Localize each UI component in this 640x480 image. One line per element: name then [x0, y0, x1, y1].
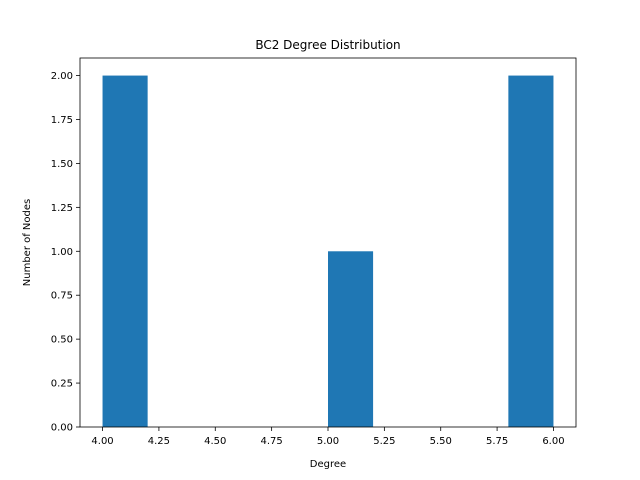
y-tick-label-8: 2.00: [51, 71, 73, 82]
plot-frame: [79, 57, 577, 428]
y-tick-label-2: 0.50: [51, 335, 73, 346]
bar-5: [328, 251, 374, 427]
x-tick-label-8: 6.00: [542, 436, 564, 447]
x-axis-ticks: 4.00 4.25 4.50 4.75 5.00 5.25 5.50 5.75 6.00: [91, 427, 565, 447]
y-tick-label-5: 1.25: [51, 203, 73, 214]
x-tick-label-4: 5.00: [317, 436, 339, 447]
x-tick-label-1: 4.25: [148, 436, 170, 447]
x-tick-label-5: 5.25: [373, 436, 395, 447]
y-tick-label-4: 1.00: [51, 247, 73, 258]
y-tick-label-7: 1.75: [51, 115, 73, 126]
y-axis-label: Number of Nodes: [22, 199, 33, 286]
bars-group: [102, 75, 554, 428]
y-axis-ticks: 0.00 0.25 0.50 0.75 1.00 1.25 1.50 1.75 2.00: [51, 71, 80, 434]
x-tick-label-0: 4.00: [91, 436, 113, 447]
x-tick-label-2: 4.50: [204, 436, 226, 447]
x-tick-label-6: 5.50: [430, 436, 452, 447]
y-tick-label-3: 0.75: [51, 291, 73, 302]
x-tick-label-3: 4.75: [261, 436, 283, 447]
x-axis-label: Degree: [310, 459, 346, 470]
bar-0: [102, 75, 148, 428]
bar-9: [508, 75, 554, 428]
y-tick-label-6: 1.50: [51, 159, 73, 170]
chart-title: BC2 Degree Distribution: [255, 38, 400, 52]
y-tick-label-1: 0.25: [51, 379, 73, 390]
y-tick-label-0: 0.00: [51, 423, 73, 434]
x-tick-label-7: 5.75: [486, 436, 508, 447]
